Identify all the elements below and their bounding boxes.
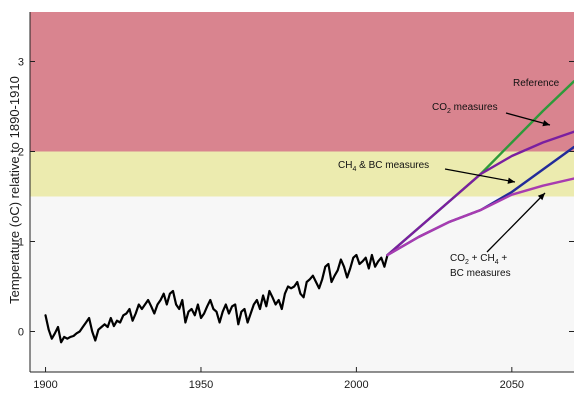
y-tick-label-0: 0	[18, 327, 24, 339]
x-tick-label-1900: 1900	[33, 379, 57, 391]
band-2	[30, 196, 574, 372]
x-tick-label-1950: 1950	[189, 379, 213, 391]
x-tick-label-2050: 2050	[500, 379, 524, 391]
series-line-co2-measures	[386, 130, 574, 257]
arrow-ch4bc	[444, 168, 516, 183]
band-1	[30, 151, 574, 197]
annotation-ch4bc: CH4 & BC measures	[338, 160, 429, 173]
temperature-bands	[30, 12, 574, 372]
chart-series	[44, 80, 574, 344]
series-line-co2-ch4-bc-measures	[386, 177, 574, 257]
series-line-observed	[44, 253, 389, 344]
annotation-combo2: BC measures	[450, 268, 511, 279]
band-0	[30, 12, 574, 152]
annotation-co2: CO2 measures	[432, 102, 498, 115]
annotation-combo1: CO2 + CH4 +	[450, 253, 507, 266]
annotation-ref: Reference	[513, 78, 560, 89]
arrow-co2-head	[542, 120, 550, 127]
y-tick-label-1: 1	[18, 237, 24, 249]
y-axis-label: Temperature (oC) relative to 1890-1910	[7, 76, 22, 304]
arrow-combo	[486, 192, 546, 253]
arrow-combo-head	[537, 193, 545, 201]
arrow-co2	[505, 112, 551, 126]
arrow-ch4bc-head	[507, 177, 515, 184]
x-tick-label-2000: 2000	[344, 379, 368, 391]
chart-axes: 1900 1950 2000 2050 0 1 2 3	[18, 12, 574, 391]
chart-annotations: Reference CO2 measures CH4 & BC measures CO…	[338, 78, 560, 279]
y-tick-label-2: 2	[18, 147, 24, 159]
y-tick-label-3: 3	[18, 57, 24, 69]
